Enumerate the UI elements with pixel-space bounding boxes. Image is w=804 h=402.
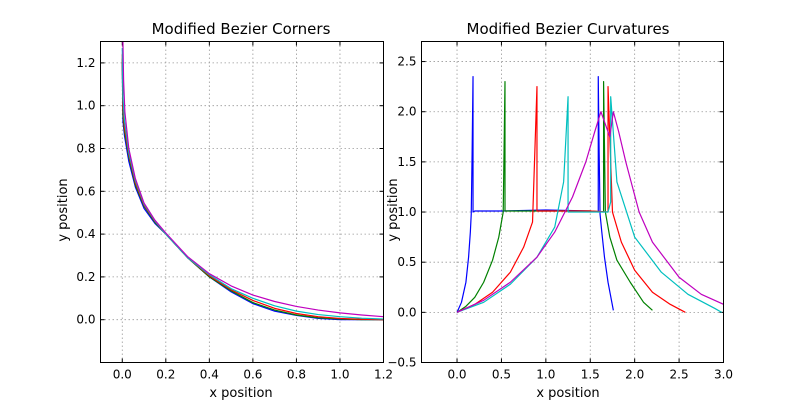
curvatures-x-tick-label: 0.5 [492, 368, 511, 382]
curvatures-grid [421, 41, 724, 363]
corners-x-label: x position [209, 386, 272, 401]
curvatures-series-5-line [456, 111, 724, 313]
corners-y-tick-label: 0.4 [76, 227, 95, 241]
corners-x-tick-label: 1.2 [374, 368, 393, 382]
corners-y-tick-label: 1.2 [76, 56, 95, 70]
corners-x-tick-label: 1.0 [330, 368, 349, 382]
curvatures-plot: Modified Bezier Curvatures x position y … [386, 20, 733, 401]
corners-x-tick-label: 0.2 [156, 368, 175, 382]
corners-series-4-line [121, 47, 384, 320]
corners-y-tick-label: 0.6 [76, 184, 95, 198]
corners-y-label: y position [56, 178, 71, 241]
curvatures-x-tick-label: 1.0 [536, 368, 555, 382]
corners-y-tick-label: 0.8 [76, 142, 95, 156]
corners-y-tick-label: 1.0 [76, 99, 95, 113]
corners-x-tick-label: 0.0 [113, 368, 132, 382]
curvatures-series [456, 76, 724, 313]
curvatures-axes-frame [421, 41, 724, 363]
curvatures-y-label: y position [386, 178, 401, 241]
curvatures-y-tick-label: 1.5 [397, 155, 416, 169]
corners-plot: Modified Bezier Corners x position y pos… [56, 20, 393, 401]
corners-series-5-line [122, 41, 384, 318]
curvatures-x-tick-label: 1.5 [581, 368, 600, 382]
corners-axes-frame [100, 41, 384, 363]
curvatures-y-tick-label: −0.5 [387, 356, 416, 370]
curvatures-y-tick-label: 2.0 [397, 105, 416, 119]
curvatures-ticks: 0.0 0.5 1.0 1.5 2.0 2.5 3.0 −0.5 0.0 0.5 1.0 1.5 2.0… [387, 41, 733, 382]
corners-ticks: 0.0 0.2 0.4 0.6 0.8 1.0 1.2 0.0 0.2 0.4 0.6 0.8 1.0 1… [76, 41, 393, 382]
curvatures-y-tick-label: 0.0 [397, 305, 416, 319]
curvatures-series-2-line [456, 81, 653, 313]
corners-series [121, 41, 384, 321]
curvatures-x-tick-label: 2.5 [670, 368, 689, 382]
corners-y-tick-label: 0.2 [76, 270, 95, 284]
curvatures-title: Modified Bezier Curvatures [467, 20, 670, 38]
curvatures-x-tick-label: 0.0 [447, 368, 466, 382]
curvatures-x-tick-label: 2.0 [625, 368, 644, 382]
curvatures-x-label: x position [536, 386, 599, 401]
curvatures-y-tick-label: 0.5 [397, 255, 416, 269]
corners-y-tick-label: 0.0 [76, 313, 95, 327]
corners-x-tick-label: 0.6 [243, 368, 262, 382]
corners-x-tick-label: 0.4 [200, 368, 219, 382]
curvatures-x-tick-label: 3.0 [714, 368, 733, 382]
curvatures-y-tick-label: 1.0 [397, 205, 416, 219]
curvatures-y-tick-label: 2.5 [397, 55, 416, 69]
curvatures-series-1-line [456, 76, 614, 313]
corners-x-tick-label: 0.8 [287, 368, 306, 382]
corners-title: Modified Bezier Corners [152, 20, 331, 38]
